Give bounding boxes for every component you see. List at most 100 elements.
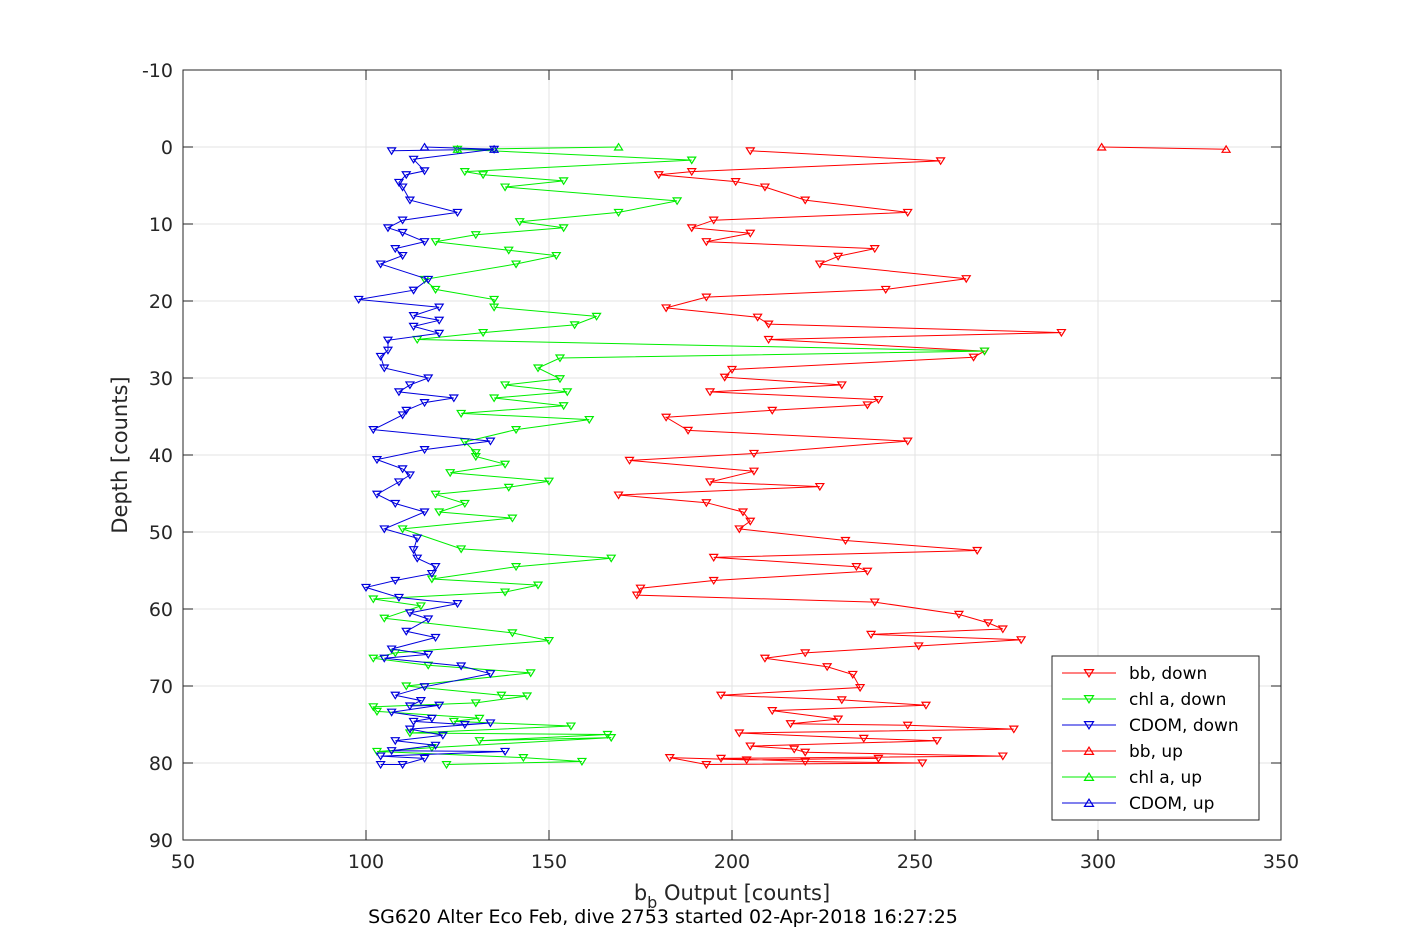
data-point <box>653 171 664 180</box>
data-point <box>430 563 441 572</box>
data-point <box>474 737 485 746</box>
data-point <box>682 426 694 435</box>
data-point <box>759 654 771 663</box>
data-point <box>997 625 1008 634</box>
series-line <box>358 148 506 765</box>
data-point <box>686 156 697 165</box>
chart-caption: SG620 Alter Eco Feb, dive 2753 started 0… <box>368 906 958 928</box>
data-point <box>507 514 518 523</box>
data-point <box>426 569 437 579</box>
data-point <box>397 251 408 261</box>
x-tick-label: 200 <box>714 851 750 873</box>
data-point <box>858 734 869 743</box>
data-point <box>785 720 796 729</box>
data-point <box>704 478 716 487</box>
x-tick-label: 100 <box>348 851 384 873</box>
data-point <box>397 183 408 192</box>
data-point <box>499 588 511 597</box>
legend-label: chl a, down <box>1129 690 1226 710</box>
data-point <box>499 381 511 390</box>
data-point <box>382 336 394 345</box>
data-point <box>814 260 825 269</box>
data-point <box>558 224 569 233</box>
data-point <box>558 402 569 411</box>
data-point <box>368 425 379 435</box>
x-axis-label-rest: Output [counts] <box>657 881 830 905</box>
data-point <box>558 177 569 186</box>
legend-marker <box>1083 669 1095 678</box>
data-point <box>748 467 760 476</box>
data-point <box>507 629 518 638</box>
x-tick-label: 350 <box>1263 851 1299 873</box>
data-point <box>408 546 419 555</box>
x-axis-label-main: b <box>634 881 647 905</box>
data-point <box>913 642 924 651</box>
data-point <box>419 238 430 247</box>
data-point <box>748 449 760 458</box>
data-point <box>404 196 416 205</box>
data-point <box>371 456 383 465</box>
data-point <box>661 413 672 422</box>
data-point <box>408 286 419 295</box>
data-point <box>800 649 811 658</box>
data-point <box>478 171 489 180</box>
data-point <box>434 701 445 710</box>
data-point <box>833 252 844 261</box>
data-point <box>441 760 452 770</box>
data-point <box>452 144 463 153</box>
data-point <box>452 600 463 609</box>
data-point <box>489 303 500 312</box>
series-1 <box>368 145 990 770</box>
data-point <box>419 399 430 408</box>
data-point <box>997 752 1008 761</box>
data-point <box>800 196 811 205</box>
data-point <box>836 696 847 705</box>
data-point <box>452 208 463 217</box>
data-point <box>719 373 730 382</box>
data-point <box>499 747 511 756</box>
data-point <box>371 707 383 716</box>
y-tick-label: 0 <box>161 137 173 159</box>
series-line <box>618 150 1062 766</box>
legend-marker <box>1083 772 1095 781</box>
series-line <box>372 148 985 765</box>
axis-ticks: 50 100 150 200 250 300 350 -10 0 10 20 30 40 50 60 70 80… <box>142 60 1299 873</box>
data-point <box>664 754 675 763</box>
data-point <box>404 609 416 618</box>
data-point <box>532 581 544 590</box>
data-point <box>661 304 672 313</box>
data-point <box>434 303 445 312</box>
data-point <box>386 147 397 156</box>
data-point <box>569 321 580 330</box>
data-point <box>1016 636 1027 645</box>
data-point <box>565 722 577 731</box>
data-point <box>613 142 624 151</box>
data-point <box>459 499 470 509</box>
legend-entry: chl a, down <box>1062 690 1226 710</box>
data-point <box>514 218 525 227</box>
data-point <box>386 747 397 756</box>
data-point <box>591 312 602 321</box>
legend-label: CDOM, up <box>1129 794 1214 814</box>
data-point <box>672 197 683 206</box>
data-point <box>862 567 873 576</box>
data-point <box>408 312 419 321</box>
data-point <box>390 691 401 700</box>
data-point <box>741 756 752 765</box>
data-point <box>1056 328 1067 338</box>
x-tick-label: 300 <box>1080 851 1116 873</box>
data-point <box>873 395 884 405</box>
series-3 <box>1096 142 1232 153</box>
data-point <box>1221 144 1232 153</box>
legend-entry: bb, up <box>1062 742 1183 762</box>
data-point <box>532 364 544 373</box>
data-point <box>430 741 441 750</box>
data-point <box>375 760 386 770</box>
data-point <box>920 701 932 710</box>
data-point <box>730 178 741 187</box>
data-point <box>503 483 514 492</box>
data-point <box>371 490 383 499</box>
data-point <box>584 415 595 425</box>
data-point <box>631 591 642 600</box>
data-point <box>1096 142 1107 151</box>
